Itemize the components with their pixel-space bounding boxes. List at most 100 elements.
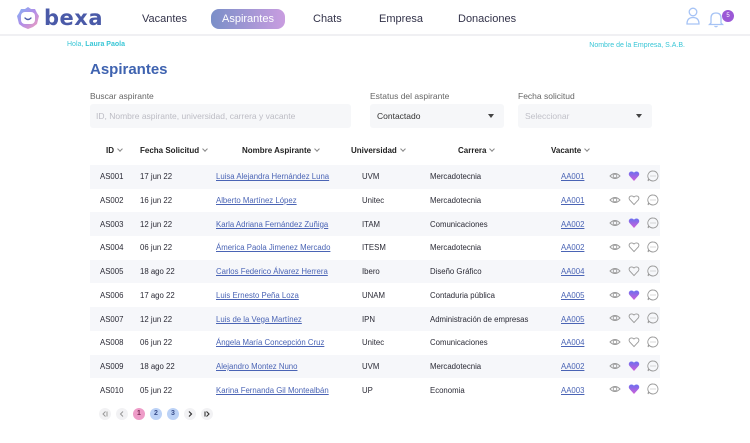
date-select[interactable]: Seleccionar: [518, 104, 652, 128]
applicant-name-link[interactable]: Karla Adriana Fernández Zuñiga: [216, 219, 329, 229]
col-fecha[interactable]: Fecha Solicitud: [140, 146, 208, 155]
cell-vacante[interactable]: AA005: [561, 307, 584, 331]
nav-donaciones[interactable]: Donaciones: [458, 13, 517, 25]
cell-nombre[interactable]: Karina Fernanda Gil Montealbán: [216, 378, 329, 402]
chat-icon[interactable]: [647, 241, 659, 255]
applicant-name-link[interactable]: Luis de la Vega Martínez: [216, 314, 302, 324]
chat-icon[interactable]: [647, 312, 659, 326]
col-carrera[interactable]: Carrera: [458, 146, 496, 155]
cell-nombre[interactable]: Karla Adriana Fernández Zuñiga: [216, 212, 328, 236]
page-2-button[interactable]: 2: [150, 408, 162, 420]
cell-vacante[interactable]: AA002: [561, 236, 584, 260]
nav-empresa[interactable]: Empresa: [379, 13, 424, 25]
cell-nombre[interactable]: Alejandro Montez Nuno: [216, 355, 297, 379]
notifications-button[interactable]: 5: [707, 9, 734, 28]
vacancy-link[interactable]: AA004: [561, 338, 585, 348]
cell-nombre[interactable]: Ámerica Paola Jimenez Mercado: [216, 236, 330, 260]
cell-nombre[interactable]: Carlos Federico Álvarez Herrera: [216, 260, 328, 284]
chat-icon[interactable]: [647, 265, 659, 279]
vacancy-link[interactable]: AA001: [561, 172, 585, 182]
eye-icon[interactable]: [609, 241, 621, 255]
col-id[interactable]: ID: [106, 146, 123, 155]
logo[interactable]: bexa: [16, 6, 103, 30]
heart-filled-icon[interactable]: [628, 383, 640, 397]
heart-filled-icon[interactable]: [628, 170, 640, 184]
cell-nombre[interactable]: Alberto Martínez López: [216, 189, 297, 213]
eye-icon[interactable]: [609, 265, 621, 279]
col-nombre[interactable]: Nombre Aspirante: [242, 146, 320, 155]
col-universidad[interactable]: Universidad: [351, 146, 406, 155]
search-input[interactable]: ID, Nombre aspirante, universidad, carre…: [90, 104, 351, 128]
row-actions: [609, 170, 659, 184]
chat-icon[interactable]: [647, 217, 659, 231]
heart-outline-icon[interactable]: [628, 241, 640, 255]
vacancy-link[interactable]: AA002: [561, 243, 585, 253]
user-profile-icon[interactable]: [686, 7, 700, 30]
applicant-name-link[interactable]: Luis Ernesto Peña Loza: [216, 290, 299, 300]
eye-icon[interactable]: [609, 194, 621, 208]
eye-icon[interactable]: [609, 312, 621, 326]
cell-nombre[interactable]: Ángela María Concepción Cruz: [216, 331, 324, 355]
vacancy-link[interactable]: AA002: [561, 361, 585, 371]
cell-universidad: Ibero: [362, 267, 380, 277]
heart-outline-icon[interactable]: [628, 194, 640, 208]
chat-icon[interactable]: [647, 336, 659, 350]
vacancy-link[interactable]: AA002: [561, 219, 585, 229]
table-row: AS004 06 jun 22 Ámerica Paola Jimenez Me…: [90, 236, 660, 260]
cell-universidad: IPN: [362, 314, 375, 324]
chat-icon[interactable]: [647, 360, 659, 374]
page-3-button[interactable]: 3: [167, 408, 179, 420]
chat-icon[interactable]: [647, 194, 659, 208]
heart-outline-icon[interactable]: [628, 265, 640, 279]
cell-vacante[interactable]: AA001: [561, 189, 584, 213]
col-vacante[interactable]: Vacante: [551, 146, 591, 155]
nav-aspirantes[interactable]: Aspirantes: [211, 9, 285, 29]
cell-fecha: 12 jun 22: [140, 314, 173, 324]
heart-outline-icon[interactable]: [628, 336, 640, 350]
applicant-name-link[interactable]: Alberto Martínez López: [216, 196, 297, 206]
last-page-button[interactable]: [201, 408, 213, 420]
heart-filled-icon[interactable]: [628, 360, 640, 374]
applicant-name-link[interactable]: Ámerica Paola Jimenez Mercado: [216, 243, 331, 253]
cell-nombre[interactable]: Luis Ernesto Peña Loza: [216, 284, 299, 308]
chevron-down-icon: [202, 146, 208, 152]
applicant-name-link[interactable]: Karina Fernanda Gil Montealbán: [216, 385, 329, 395]
eye-icon[interactable]: [609, 289, 621, 303]
first-page-button[interactable]: [99, 408, 111, 420]
eye-icon[interactable]: [609, 170, 621, 184]
applicant-name-link[interactable]: Luisa Alejandra Hernández Luna: [216, 172, 330, 182]
eye-icon[interactable]: [609, 336, 621, 350]
prev-page-button[interactable]: [116, 408, 128, 420]
nav-vacantes[interactable]: Vacantes: [142, 13, 188, 25]
next-page-button[interactable]: [184, 408, 196, 420]
eye-icon[interactable]: [609, 360, 621, 374]
vacancy-link[interactable]: AA005: [561, 290, 585, 300]
status-select[interactable]: Contactado: [370, 104, 504, 128]
cell-vacante[interactable]: AA004: [561, 260, 584, 284]
cell-vacante[interactable]: AA004: [561, 331, 584, 355]
heart-filled-icon[interactable]: [628, 289, 640, 303]
applicant-name-link[interactable]: Carlos Federico Álvarez Herrera: [216, 267, 328, 277]
cell-vacante[interactable]: AA005: [561, 284, 584, 308]
cell-vacante[interactable]: AA002: [561, 355, 584, 379]
nav-chats[interactable]: Chats: [313, 13, 342, 25]
cell-nombre[interactable]: Luis de la Vega Martínez: [216, 307, 302, 331]
cell-vacante[interactable]: AA002: [561, 212, 584, 236]
heart-outline-icon[interactable]: [628, 312, 640, 326]
cell-vacante[interactable]: AA003: [561, 378, 584, 402]
chat-icon[interactable]: [647, 170, 659, 184]
heart-filled-icon[interactable]: [628, 217, 640, 231]
vacancy-link[interactable]: AA003: [561, 385, 585, 395]
vacancy-link[interactable]: AA004: [561, 267, 585, 277]
applicant-name-link[interactable]: Alejandro Montez Nuno: [216, 361, 298, 371]
vacancy-link[interactable]: AA001: [561, 196, 585, 206]
chat-icon[interactable]: [647, 383, 659, 397]
cell-vacante[interactable]: AA001: [561, 165, 584, 189]
eye-icon[interactable]: [609, 383, 621, 397]
page-1-button[interactable]: 1: [133, 408, 145, 420]
cell-nombre[interactable]: Luisa Alejandra Hernández Luna: [216, 165, 329, 189]
applicant-name-link[interactable]: Ángela María Concepción Cruz: [216, 338, 325, 348]
chat-icon[interactable]: [647, 289, 659, 303]
vacancy-link[interactable]: AA005: [561, 314, 585, 324]
eye-icon[interactable]: [609, 217, 621, 231]
